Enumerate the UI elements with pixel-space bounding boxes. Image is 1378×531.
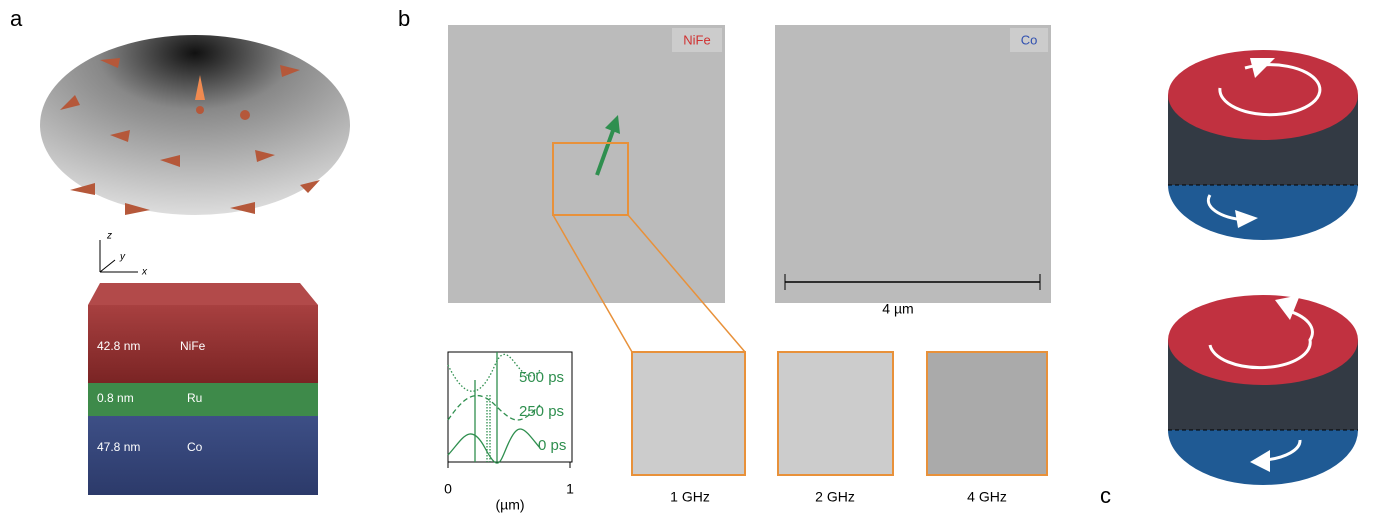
x-tick-label: 0 (444, 481, 452, 497)
frequency-label: 4 GHz (967, 489, 1007, 505)
curve-label: 0 ps (538, 437, 566, 454)
x-tick-label: 1 (566, 481, 574, 497)
layer-labels: 42.8 nm NiFe 0.8 nm Ru 47.8 nm Co (97, 339, 206, 454)
arrow-head (605, 115, 620, 134)
skyrmion-disk (40, 35, 350, 215)
zoom-line (552, 214, 633, 353)
zoom-line (627, 214, 746, 353)
axis-label: z (106, 231, 112, 242)
frequency-label: 2 GHz (815, 489, 855, 505)
curve-label: 500 ps (519, 369, 564, 386)
zoom-image (784, 358, 887, 469)
layer-thickness: 0.8 nm (97, 391, 134, 405)
layer-co (88, 416, 318, 495)
disc-top (1168, 50, 1358, 240)
zoom-box (552, 142, 629, 216)
image-tag: Co (1021, 32, 1038, 47)
tag-bg (1010, 28, 1048, 52)
scale-label: 4 µm (882, 301, 913, 317)
layer-material: NiFe (180, 339, 206, 353)
layer-thickness: 47.8 nm (97, 440, 140, 454)
axis-label: y (119, 252, 126, 263)
inset-frame (447, 351, 573, 463)
tag-bg (672, 28, 722, 52)
layer-nife (88, 305, 318, 383)
layer-top (88, 283, 318, 305)
disc-bottom (1168, 295, 1358, 485)
spin-arrows (60, 58, 320, 215)
layer-ru (88, 383, 318, 416)
axis-icon (99, 240, 138, 273)
inset-curve-labels: 500 ps 250 ps 0 ps (519, 369, 566, 454)
co-image (788, 40, 1038, 290)
layer-material: Ru (187, 391, 202, 405)
arrow (595, 124, 617, 176)
panel-label: b (398, 6, 410, 31)
x-axis-label: (µm) (495, 497, 524, 513)
zoom-image (940, 366, 1034, 464)
zoom-image (638, 358, 739, 469)
nife-image (462, 40, 710, 290)
image-tag: NiFe (683, 32, 710, 47)
inset-curves (447, 352, 541, 464)
layer-material: Co (187, 440, 203, 454)
frequency-label: 1 GHz (670, 489, 710, 505)
curve-label: 250 ps (519, 403, 564, 420)
panel-label: a (10, 6, 23, 31)
axis-label: x (141, 267, 148, 278)
panel-label: c (1100, 483, 1111, 508)
layer-thickness: 42.8 nm (97, 339, 140, 353)
